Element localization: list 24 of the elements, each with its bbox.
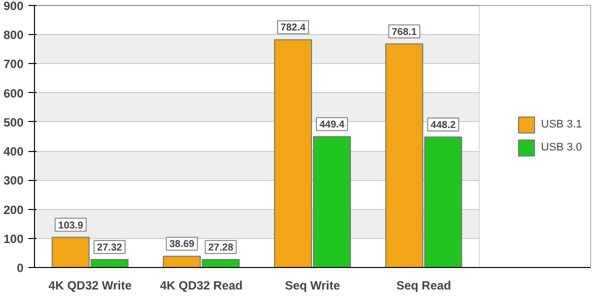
y-tick-label: 400	[3, 144, 24, 159]
y-tick-label: 500	[3, 115, 24, 130]
y-tick-label: 700	[3, 57, 24, 72]
data-label: 448.2	[430, 120, 456, 132]
y-tick-label: 800	[3, 28, 24, 42]
y-tick-label: 600	[3, 86, 24, 100]
data-label: 782.4	[280, 22, 306, 34]
x-tick-label: 4K QD32 Write	[48, 278, 132, 292]
y-tick-label: 200	[3, 202, 24, 217]
data-label: 27.28	[208, 242, 234, 254]
legend-label: USB 3.0	[541, 142, 582, 154]
x-tick-label: Seq Read	[396, 278, 452, 292]
x-tick-label: 4K QD32 Read	[160, 278, 243, 292]
data-label: 103.9	[58, 220, 84, 232]
data-label: 27.32	[97, 242, 123, 254]
x-tick-label: Seq Write	[284, 278, 340, 292]
y-tick-label: 0	[16, 261, 24, 275]
data-label: 768.1	[392, 26, 418, 38]
data-label: 38.69	[169, 239, 195, 250]
y-tick-label: 900	[3, 0, 24, 13]
y-tick-label: 300	[3, 174, 24, 188]
legend-label: USB 3.1	[541, 118, 582, 130]
y-tick-label: 100	[3, 232, 24, 246]
data-label: 449.4	[319, 120, 345, 131]
